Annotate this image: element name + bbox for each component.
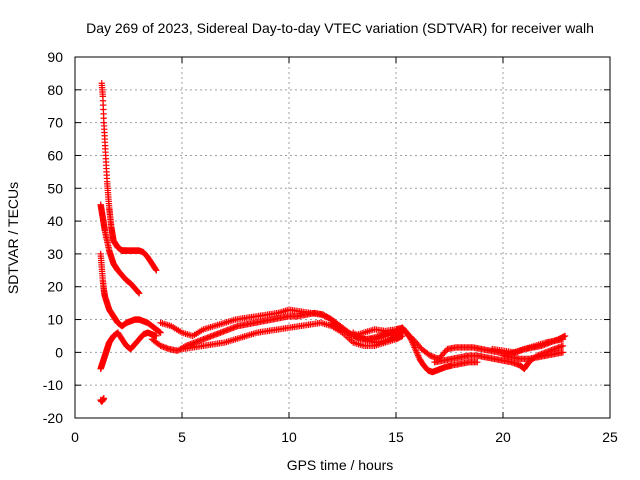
series-track-2-mid-decay [97, 201, 143, 297]
y-tick-label: 40 [47, 213, 63, 229]
x-tick-label: 20 [495, 429, 511, 445]
data-point [559, 349, 567, 356]
x-tick-label: 25 [602, 429, 618, 445]
y-tick-label: 20 [47, 279, 63, 295]
series-track-1-high-spike [98, 80, 160, 274]
x-tick-label: 5 [178, 429, 186, 445]
x-tick-label: 10 [281, 429, 297, 445]
y-tick-label: 90 [47, 49, 63, 65]
data-point [402, 329, 410, 336]
y-tick-label: -10 [43, 377, 63, 393]
data-point [152, 266, 159, 273]
y-axis-ticks: -20 -10 0 10 20 30 40 50 60 70 80 90 [43, 49, 610, 426]
y-tick-label: 50 [47, 180, 63, 196]
y-tick-label: 0 [55, 344, 63, 360]
data-point [153, 332, 160, 340]
y-tick-label: 60 [47, 147, 63, 163]
data-point [153, 267, 160, 274]
data-point [136, 290, 143, 297]
data-point [407, 333, 414, 340]
data-point [474, 359, 481, 366]
series-band-h [499, 349, 567, 363]
x-axis-ticks: 0 5 10 15 20 25 [71, 57, 618, 445]
data-points [97, 80, 569, 405]
data-point [408, 334, 415, 342]
series-track-5-outlier [97, 395, 108, 405]
data-point [135, 289, 142, 296]
y-tick-label: 30 [47, 246, 63, 262]
x-tick-label: 0 [71, 429, 79, 445]
data-point [404, 330, 411, 337]
data-point [561, 332, 569, 340]
y-axis-label: SDTVAR / TECUs [5, 182, 21, 294]
data-point [401, 327, 408, 335]
chart-title: Day 269 of 2023, Sidereal Day-to-day VTE… [86, 20, 594, 36]
y-tick-label: 10 [47, 312, 63, 328]
y-tick-label: 70 [47, 115, 63, 131]
data-point [559, 342, 567, 349]
data-point [157, 329, 164, 336]
plot-border [74, 56, 611, 419]
series-band-b [157, 306, 400, 343]
series-track-3-low-decay [97, 250, 164, 336]
x-axis-label: GPS time / hours [287, 457, 394, 473]
x-tick-label: 15 [388, 429, 404, 445]
series-band-d [328, 319, 481, 376]
data-point [405, 331, 413, 339]
series-track-4-rising [97, 329, 160, 372]
y-tick-label: 80 [47, 82, 63, 98]
data-point [559, 336, 567, 343]
y-tick-label: -20 [43, 410, 63, 426]
data-point [100, 395, 108, 402]
